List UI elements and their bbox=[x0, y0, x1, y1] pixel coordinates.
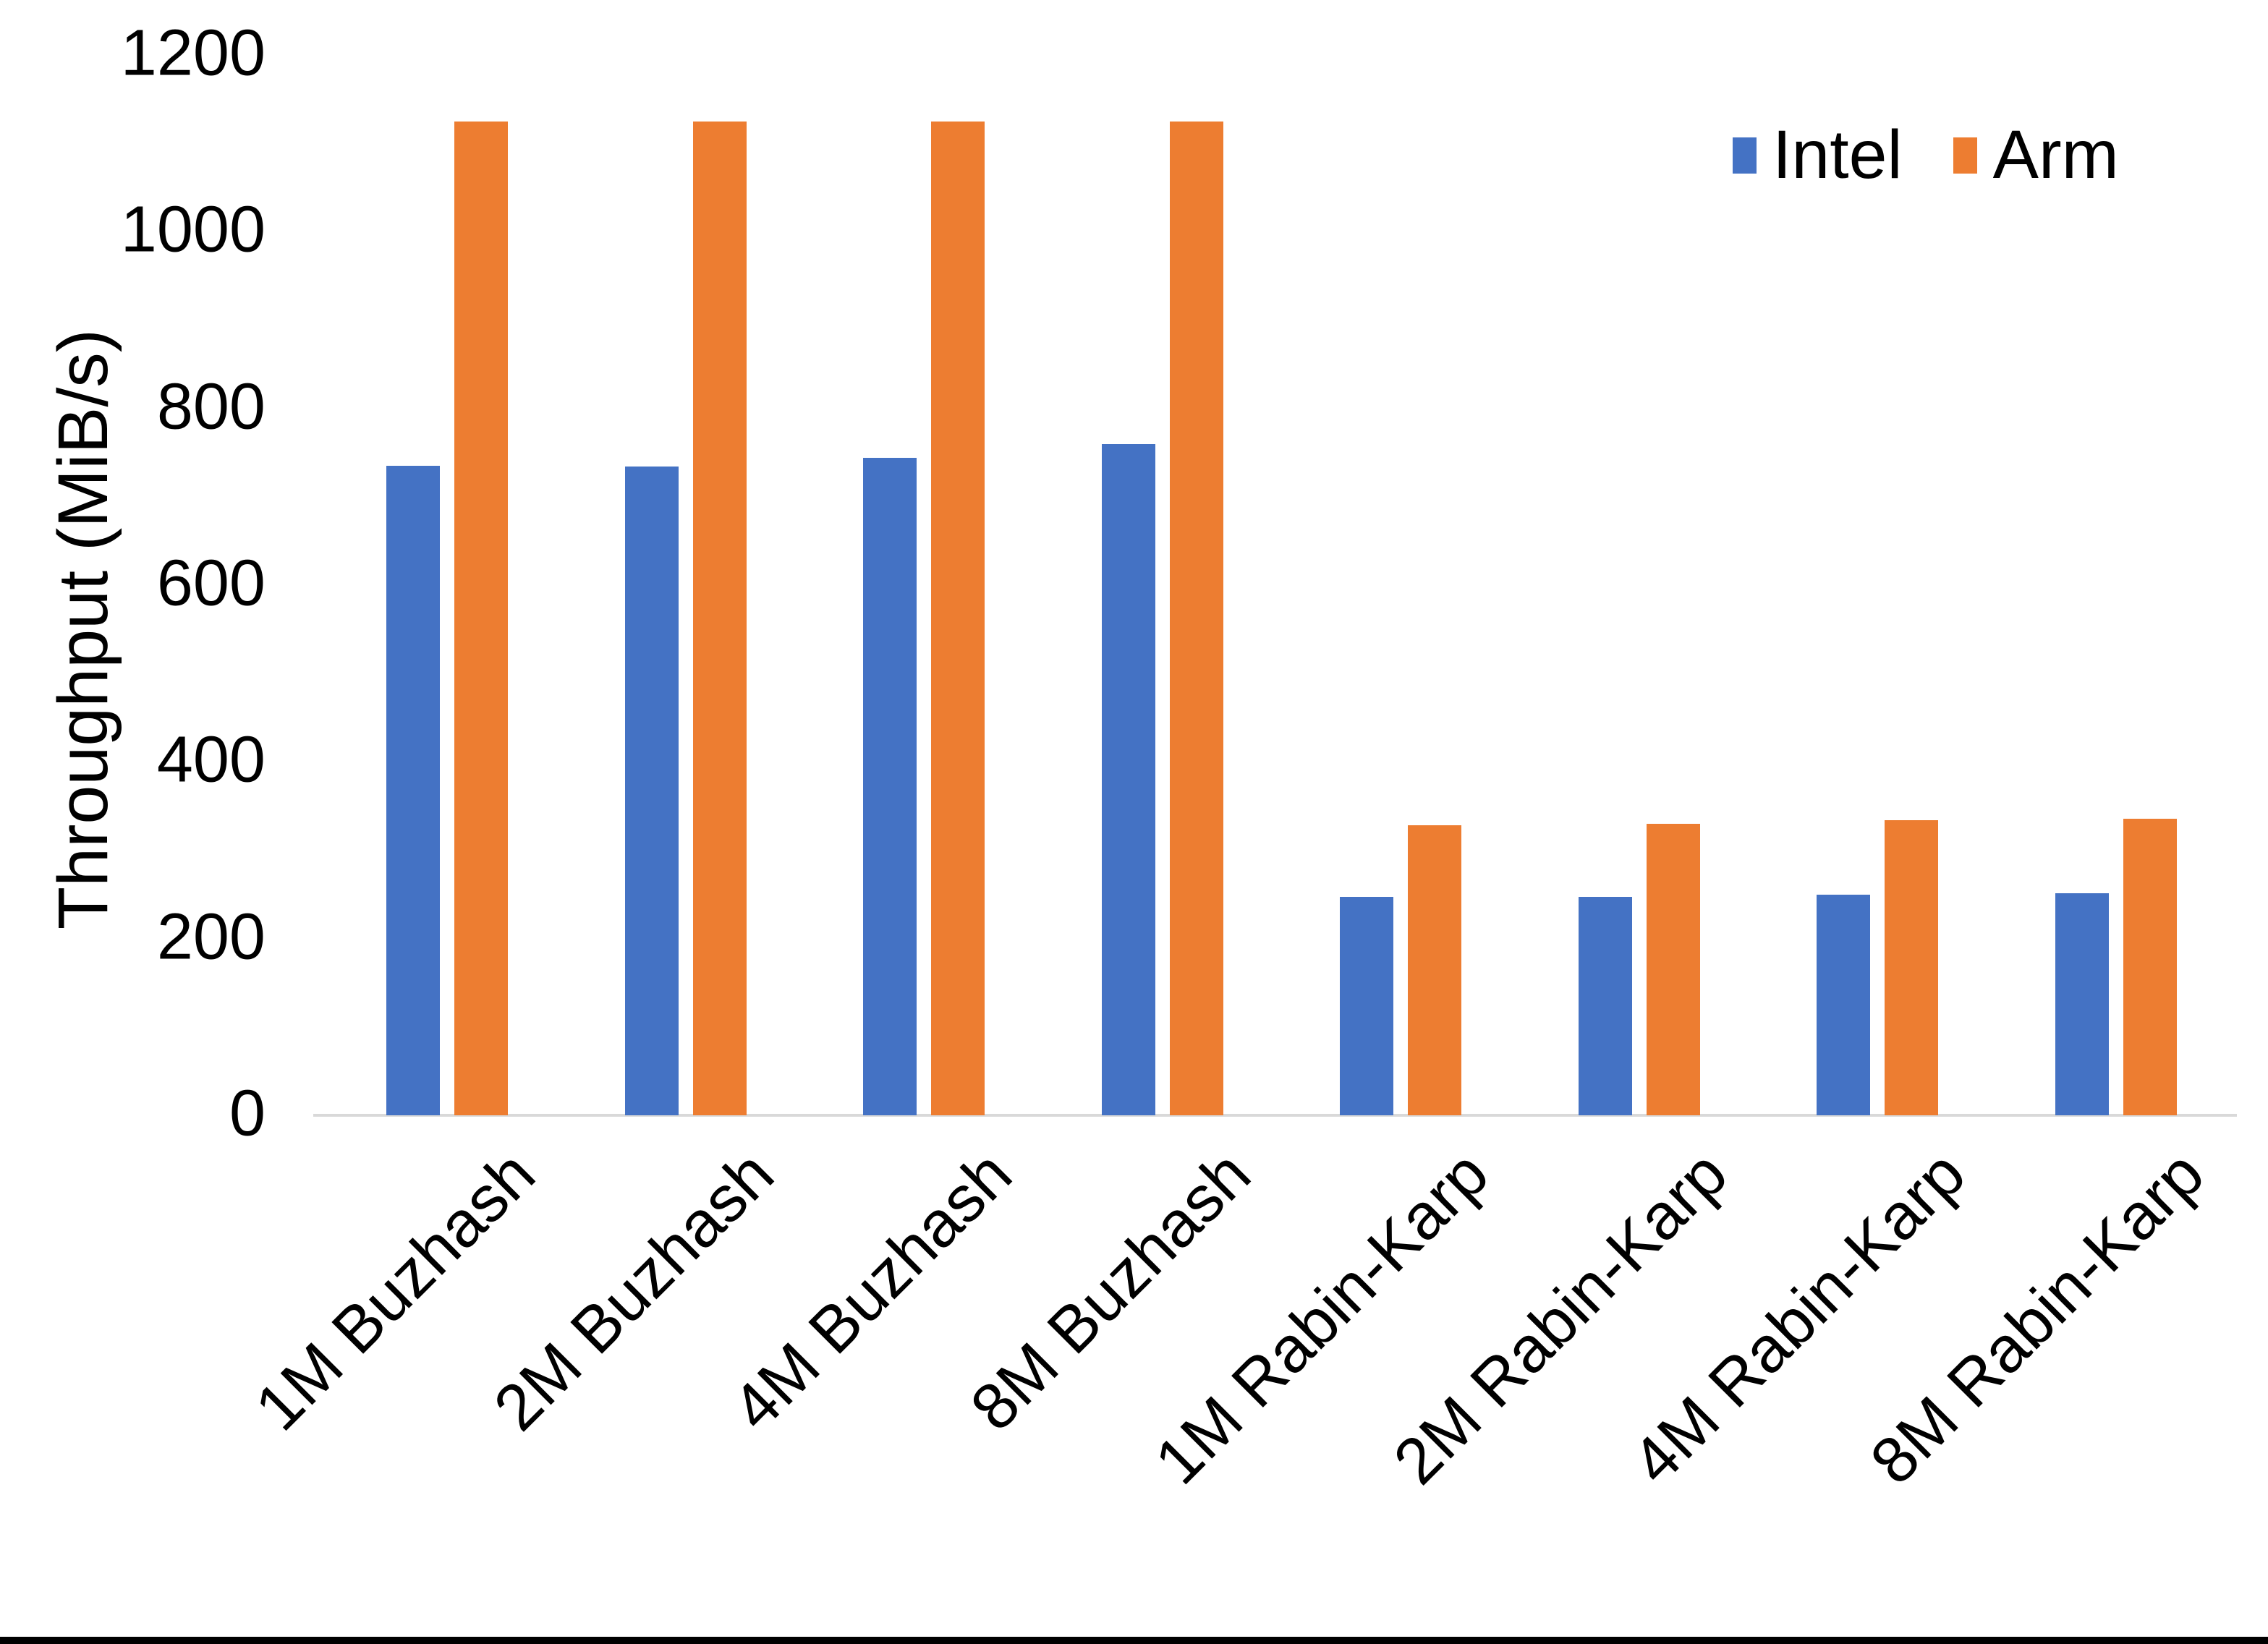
bar-arm-1m-buzhash bbox=[454, 121, 508, 1115]
bar-intel-4m-buzhash bbox=[863, 458, 917, 1115]
legend: Intel Arm bbox=[1733, 116, 2119, 195]
bar-arm-4m-buzhash bbox=[931, 121, 985, 1115]
y-axis-title: Throughput (MiB/s) bbox=[43, 328, 122, 930]
y-tick-label-0: 0 bbox=[229, 1077, 266, 1150]
y-tick-label-1200: 1200 bbox=[120, 17, 266, 90]
bar-intel-8m-rabin-karp bbox=[2055, 893, 2109, 1115]
slide-bottom-border bbox=[0, 1637, 2268, 1644]
legend-item-intel: Intel bbox=[1733, 116, 1903, 195]
bar-arm-2m-buzhash bbox=[692, 121, 747, 1115]
bar-arm-4m-rabin-karp bbox=[1885, 819, 1938, 1115]
bar-intel-2m-rabin-karp bbox=[1578, 897, 1632, 1115]
legend-swatch-intel bbox=[1733, 137, 1757, 174]
y-tick-label-800: 800 bbox=[156, 370, 266, 443]
legend-label-intel: Intel bbox=[1772, 116, 1903, 193]
bar-intel-8m-buzhash bbox=[1101, 443, 1155, 1115]
y-tick-label-200: 200 bbox=[156, 900, 266, 974]
legend-label-arm: Arm bbox=[1992, 116, 2119, 193]
bar-intel-1m-buzhash bbox=[386, 466, 440, 1115]
bar-intel-1m-rabin-karp bbox=[1340, 897, 1393, 1115]
bar-arm-8m-buzhash bbox=[1169, 121, 1223, 1115]
legend-item-arm: Arm bbox=[1953, 116, 2119, 195]
x-axis-line bbox=[313, 1114, 2237, 1117]
bar-arm-1m-rabin-karp bbox=[1408, 825, 1461, 1115]
bar-arm-8m-rabin-karp bbox=[2123, 818, 2177, 1115]
y-tick-label-600: 600 bbox=[156, 547, 266, 620]
bar-intel-4m-rabin-karp bbox=[1817, 894, 1870, 1115]
y-tick-label-1000: 1000 bbox=[120, 193, 266, 266]
bar-arm-2m-rabin-karp bbox=[1646, 823, 1700, 1115]
y-tick-label-400: 400 bbox=[156, 723, 266, 796]
bar-intel-2m-buzhash bbox=[624, 467, 679, 1115]
legend-swatch-arm bbox=[1953, 137, 1977, 174]
